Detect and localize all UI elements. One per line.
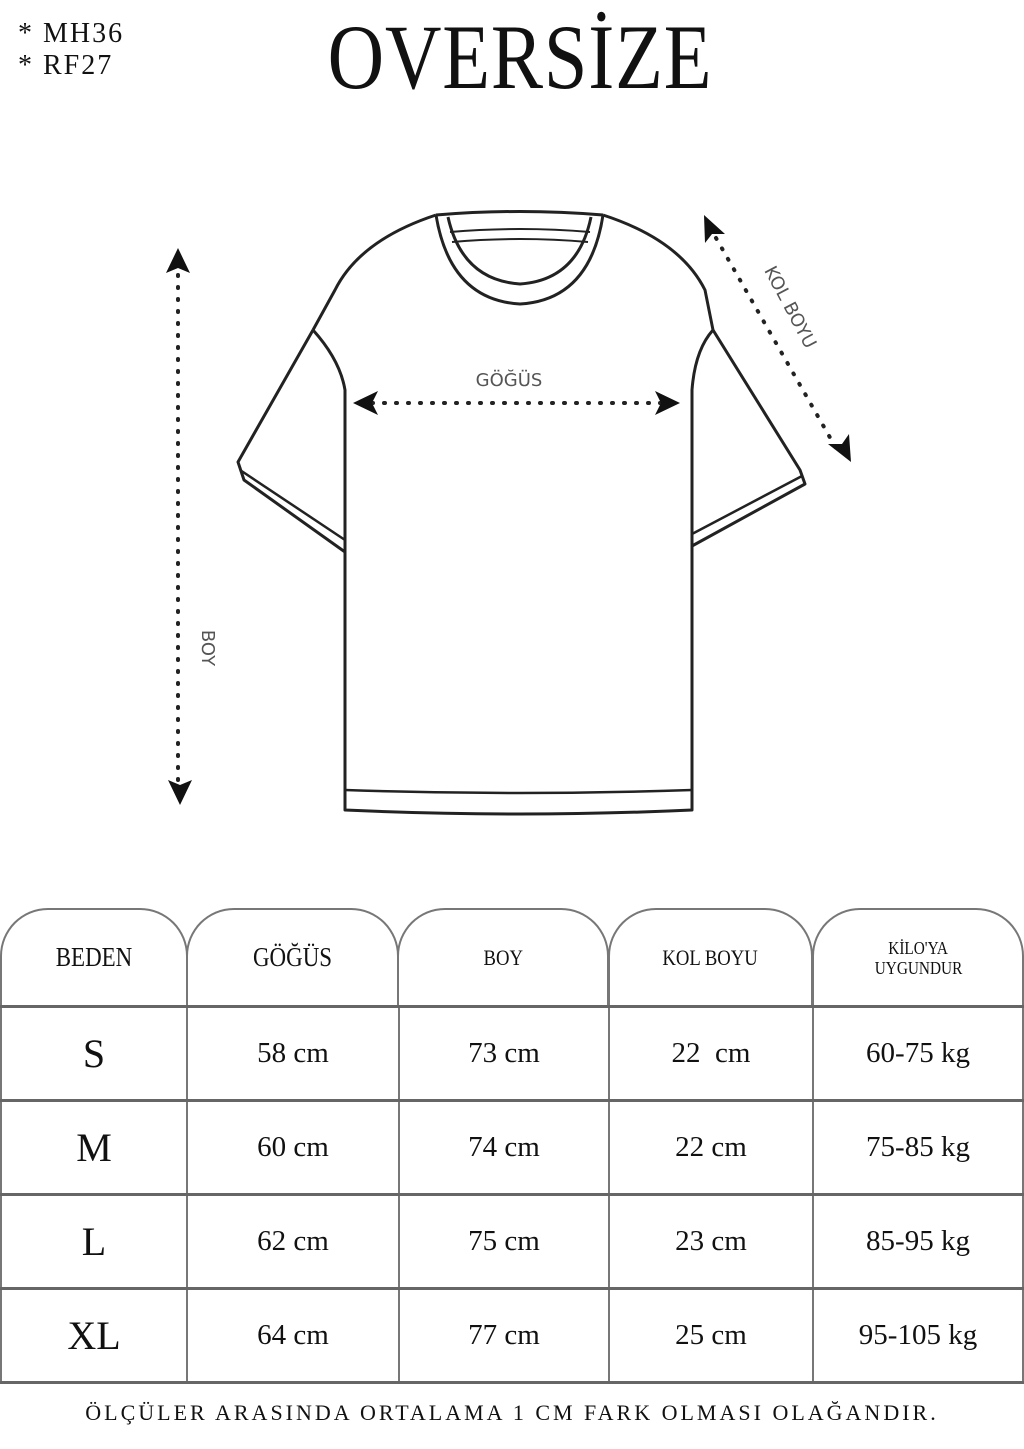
table-row: S 58 cm 73 cm 22 cm 60-75 kg	[0, 1008, 1024, 1102]
weight-cell: 95-105 kg	[812, 1290, 1024, 1381]
header-label: UYGUNDUR	[874, 957, 962, 978]
code-line: * MH36	[18, 18, 125, 49]
length-cell: 74 cm	[398, 1102, 608, 1193]
footer-note: ÖLÇÜLER ARASINDA ORTALAMA 1 CM FARK OLMA…	[85, 1400, 939, 1425]
sleeve-cell: 25 cm	[608, 1290, 812, 1381]
product-codes: * MH36 * RF27	[18, 18, 124, 82]
sleeve-cell: 22 cm	[608, 1008, 812, 1099]
size-cell: XL	[0, 1290, 186, 1381]
chest-cell: 64 cm	[186, 1290, 398, 1381]
neck-top	[435, 210, 604, 217]
sleeve-cell: 22 cm	[608, 1102, 812, 1193]
header-label: BEDEN	[55, 942, 133, 972]
length-cell: 73 cm	[398, 1008, 608, 1099]
header-chest: GÖĞÜS	[186, 908, 399, 1005]
page-title: OVERSİZE	[327, 6, 713, 108]
header-label: GÖĞÜS	[252, 942, 333, 972]
header-size: BEDEN	[0, 908, 188, 1005]
chest-label: GÖĞÜS	[476, 369, 543, 391]
table-row: M 60 cm 74 cm 22 cm 75-85 kg	[0, 1102, 1024, 1196]
chest-cell: 62 cm	[186, 1196, 398, 1287]
header-label: KOL BOYU	[662, 944, 759, 970]
length-cell: 75 cm	[398, 1196, 608, 1287]
header-sleeve: KOL BOYU	[608, 908, 813, 1005]
neck-inner	[446, 216, 593, 286]
length-cell: 77 cm	[398, 1290, 608, 1381]
size-cell: M	[0, 1102, 186, 1193]
table-body: S 58 cm 73 cm 22 cm 60-75 kg M 60 cm 74 …	[0, 1005, 1024, 1384]
size-cell: L	[0, 1196, 186, 1287]
table-row: XL 64 cm 77 cm 25 cm 95-105 kg	[0, 1290, 1024, 1384]
header-label: KİLO'YA	[888, 937, 948, 958]
chest-cell: 58 cm	[186, 1008, 398, 1099]
header-label: BOY	[483, 944, 523, 970]
header-length: BOY	[397, 908, 609, 1005]
chest-arrow	[353, 391, 680, 415]
tshirt-diagram: GÖĞÜS BOY KOL BOYU	[166, 210, 851, 816]
sleeve-arrow	[704, 215, 851, 462]
weight-cell: 60-75 kg	[812, 1008, 1024, 1099]
weight-cell: 75-85 kg	[812, 1102, 1024, 1193]
table-row: L 62 cm 75 cm 23 cm 85-95 kg	[0, 1196, 1024, 1290]
sleeve-label: KOL BOYU	[759, 263, 820, 352]
length-label: BOY	[197, 630, 218, 667]
neck-outer	[434, 214, 605, 306]
size-cell: S	[0, 1008, 186, 1099]
code-line: * RF27	[18, 50, 114, 81]
length-arrow	[166, 248, 192, 805]
weight-cell: 85-95 kg	[812, 1196, 1024, 1287]
header-weight: KİLO'YA UYGUNDUR	[812, 908, 1024, 1005]
sleeve-cell: 23 cm	[608, 1196, 812, 1287]
chest-cell: 60 cm	[186, 1102, 398, 1193]
